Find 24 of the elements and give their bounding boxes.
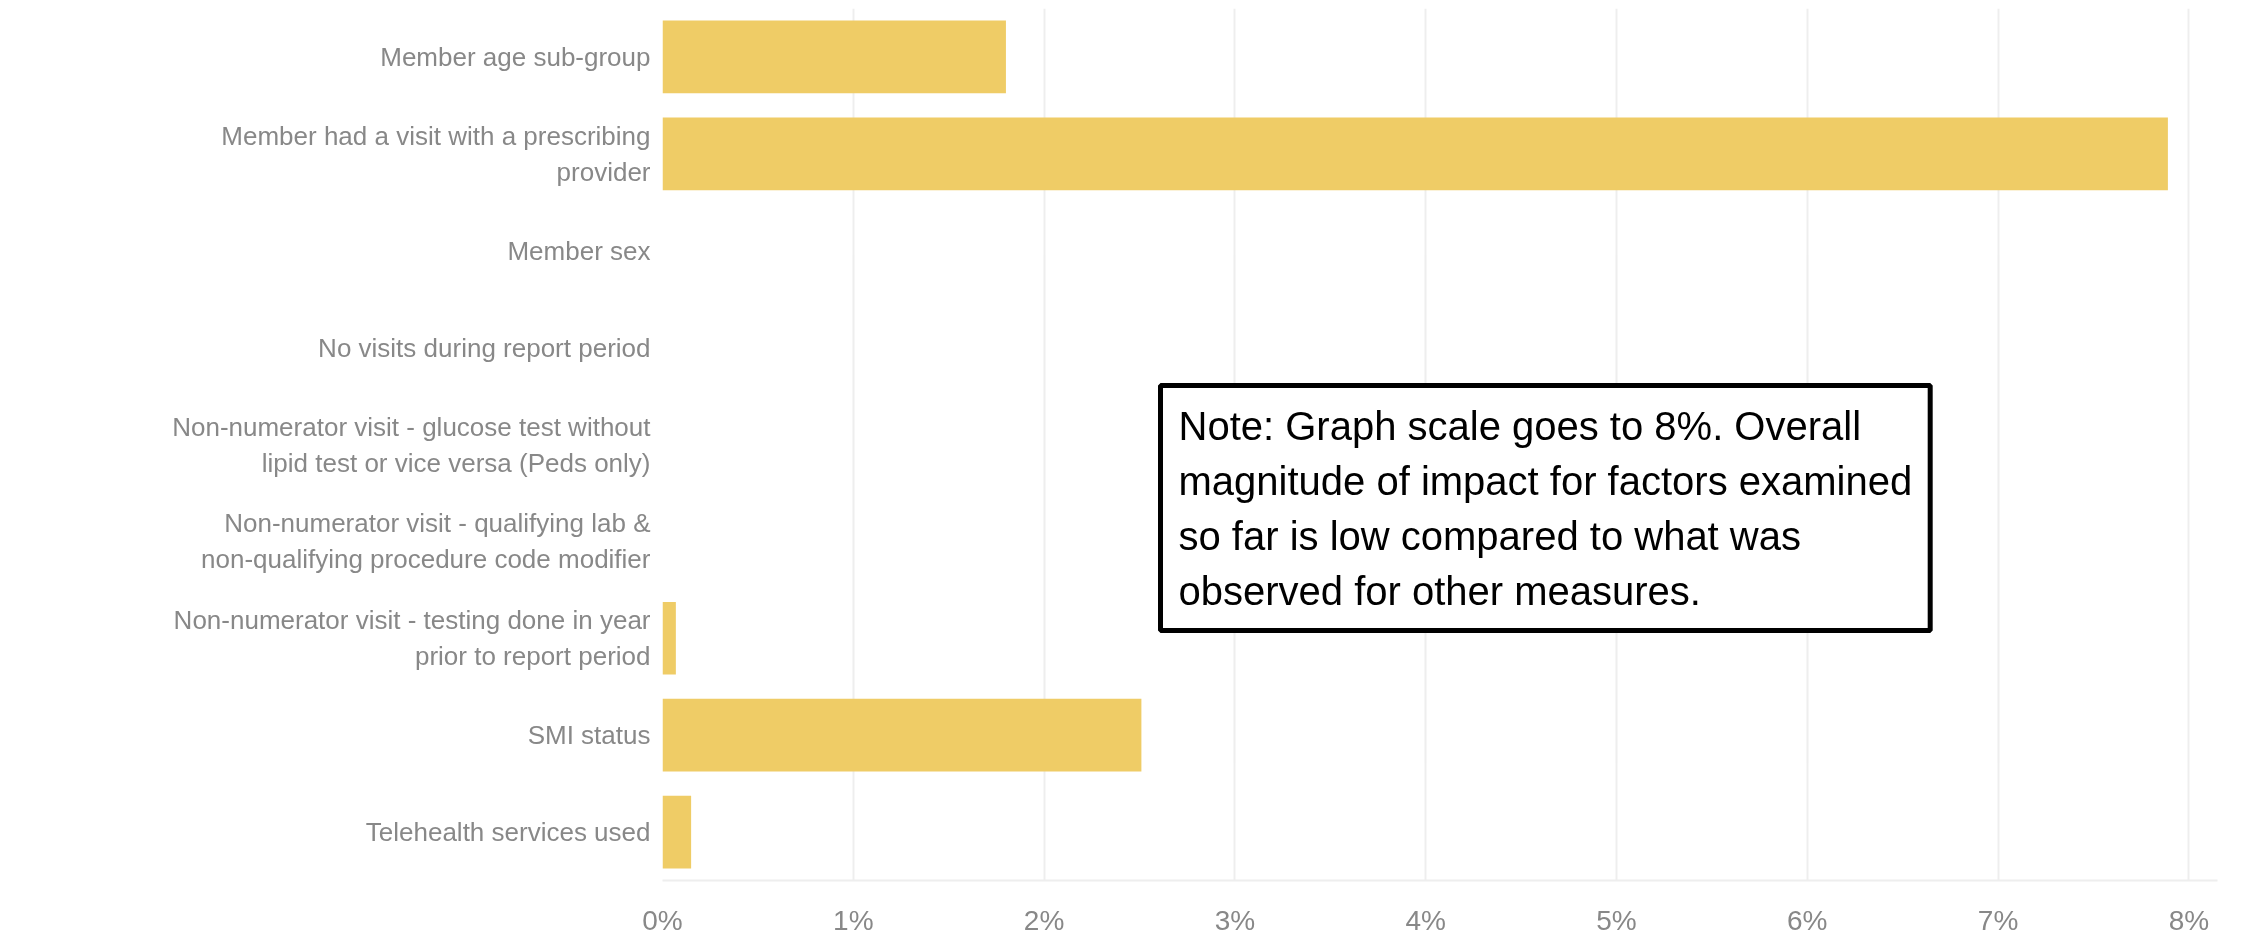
bar [662,20,1006,94]
x-tick-label: 6% [1787,904,1828,936]
x-tick-label: 8% [2168,904,2210,936]
y-tick-label: Member sex [507,235,651,266]
y-tick-label: Telehealth services used [365,817,651,848]
y-tick-label: Non-numerator visit - testing done in year prior to report period [173,605,651,672]
bar [662,117,2168,191]
bar [662,795,692,869]
y-tick-label: Member age sub-group [380,41,651,72]
x-tick-label: 4% [1405,904,1446,936]
bar [662,601,676,675]
x-tick-label: 0% [642,904,683,936]
y-tick-label: Member had a visit with a prescribing provider [221,120,651,187]
x-tick-label: 3% [1214,904,1256,936]
y-tick-label: SMI status [527,720,651,751]
x-tick-label: 2% [1023,904,1065,936]
annotation: Note: Graph scale goes to 8%. Overall magnitude of impact for factors examined so far is low compared to what was observed for other measures. [1178,403,1913,613]
x-tick-label: 7% [1977,904,2019,936]
bar [662,698,1142,772]
x-tick-label: 1% [833,904,874,936]
x-tick-label: 5% [1596,904,1637,936]
y-tick-label: Non-numerator visit - glucose test without lipid test or vice versa (Peds only) [172,411,652,478]
y-tick-label: Non-numerator visit - qualifying lab & non-qualifying procedure code modifier [201,508,651,575]
y-tick-label: No visits during report period [318,332,651,363]
